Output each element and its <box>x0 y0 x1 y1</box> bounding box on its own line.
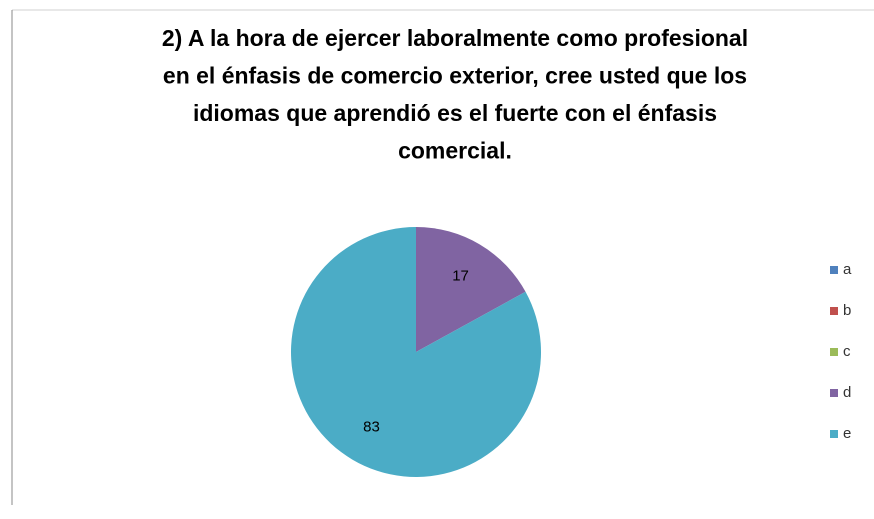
legend-swatch <box>830 389 838 397</box>
legend-swatch <box>830 307 838 315</box>
legend-label: d <box>843 384 851 401</box>
chart-title: comercial. <box>398 138 512 164</box>
legend-swatch <box>830 430 838 438</box>
legend-label: a <box>843 261 852 278</box>
data-label: 83 <box>363 418 380 435</box>
pie-slice <box>291 227 541 478</box>
pie-slice <box>416 227 526 352</box>
chart-title: 2) A la hora de ejercer laboralmente com… <box>162 25 748 51</box>
legend-label: b <box>843 302 851 319</box>
data-label: 17 <box>452 268 469 285</box>
legend-swatch <box>830 266 838 274</box>
chart-title: en el énfasis de comercio exterior, cree… <box>163 63 747 89</box>
legend-swatch <box>830 348 838 356</box>
legend-label: e <box>843 425 851 442</box>
chart-title: idiomas que aprendió es el fuerte con el… <box>193 100 717 126</box>
legend-label: c <box>843 343 851 360</box>
